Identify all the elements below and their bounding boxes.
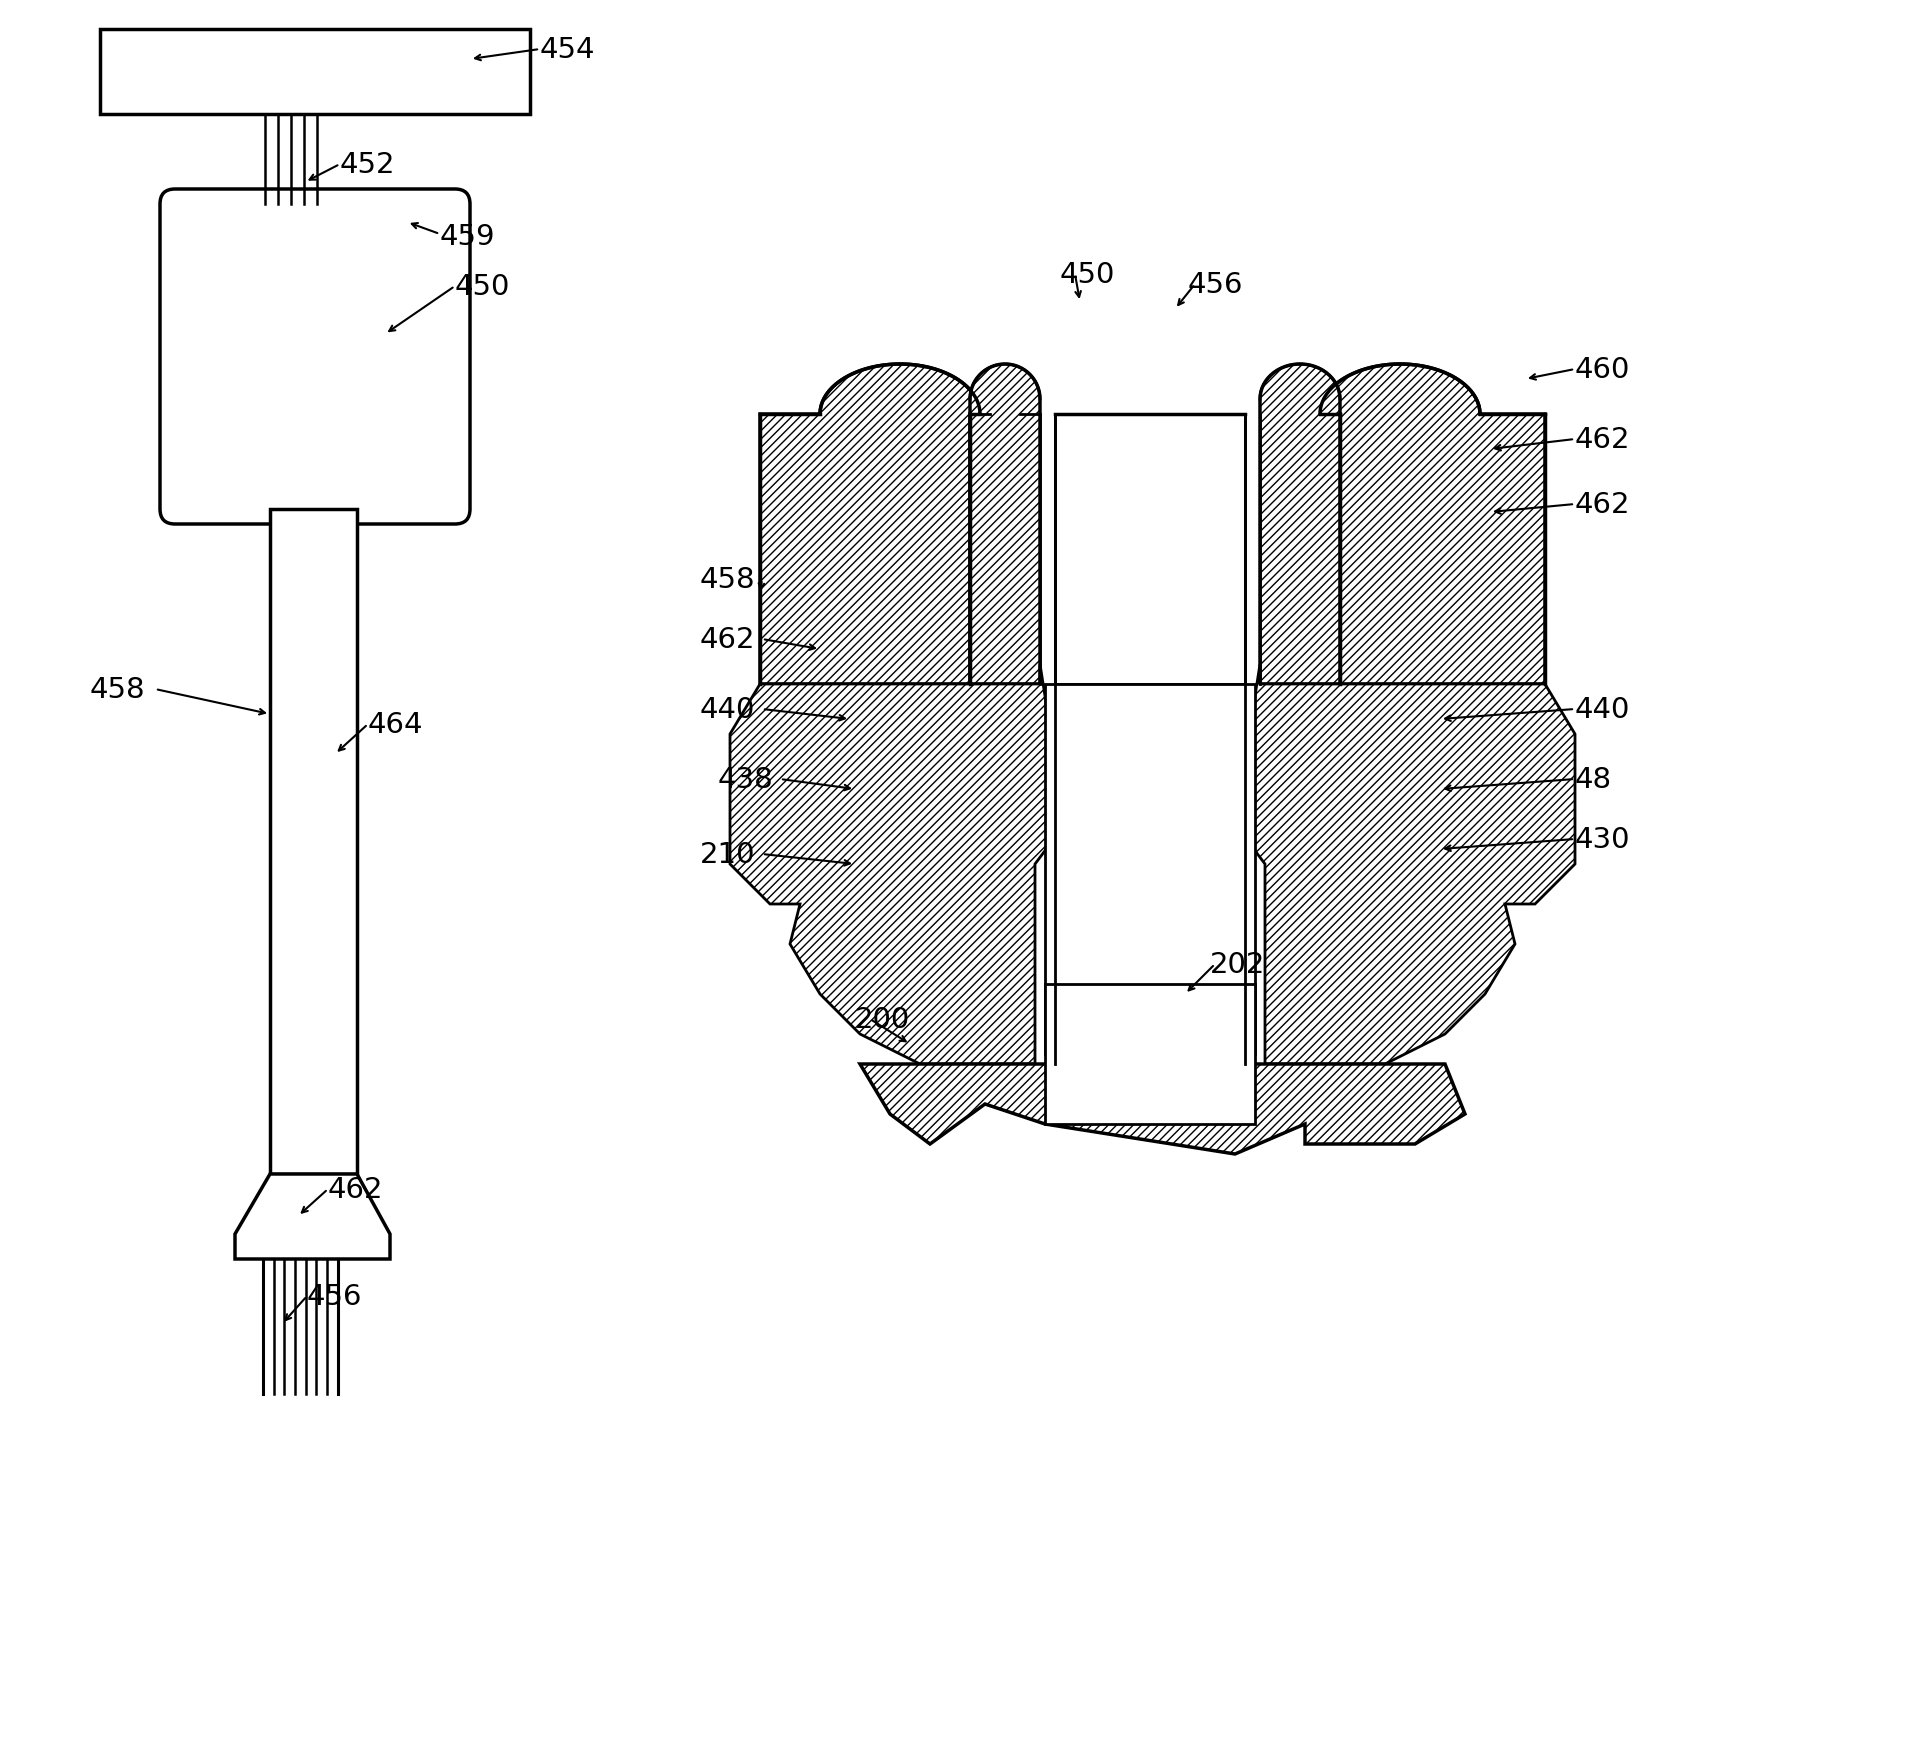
Polygon shape [234,1175,390,1259]
Polygon shape [729,665,1065,1064]
Polygon shape [860,1064,1464,1154]
Text: 462: 462 [1575,490,1631,519]
Text: 454: 454 [539,35,595,64]
Bar [1046,684,1255,1055]
Polygon shape [969,365,1040,684]
Polygon shape [1236,665,1575,1064]
Text: 452: 452 [340,152,395,178]
Text: 462: 462 [700,626,756,654]
Bar [1046,984,1255,1124]
Text: 210: 210 [700,840,756,868]
Text: 440: 440 [1575,695,1631,723]
Text: 458: 458 [90,676,146,704]
Text: 464: 464 [368,711,424,739]
Text: 438: 438 [718,766,773,794]
Bar [100,30,530,115]
Text: 456: 456 [1188,272,1244,298]
Text: 458: 458 [700,566,756,594]
Text: 202: 202 [1211,951,1265,979]
Bar [271,510,357,1175]
Text: 462: 462 [328,1175,384,1203]
Text: 450: 450 [1059,261,1115,289]
Text: 200: 200 [856,1005,910,1034]
FancyBboxPatch shape [159,191,470,524]
Text: 460: 460 [1575,356,1631,385]
Text: 48: 48 [1575,766,1612,794]
Polygon shape [760,365,981,684]
Text: 450: 450 [455,273,510,302]
Text: 459: 459 [439,222,495,250]
Text: 430: 430 [1575,826,1631,854]
Text: 456: 456 [307,1282,363,1311]
Polygon shape [1320,365,1545,684]
Polygon shape [1261,365,1339,684]
Text: 462: 462 [1575,425,1631,453]
Text: 440: 440 [700,695,756,723]
Bar [1055,415,1245,684]
